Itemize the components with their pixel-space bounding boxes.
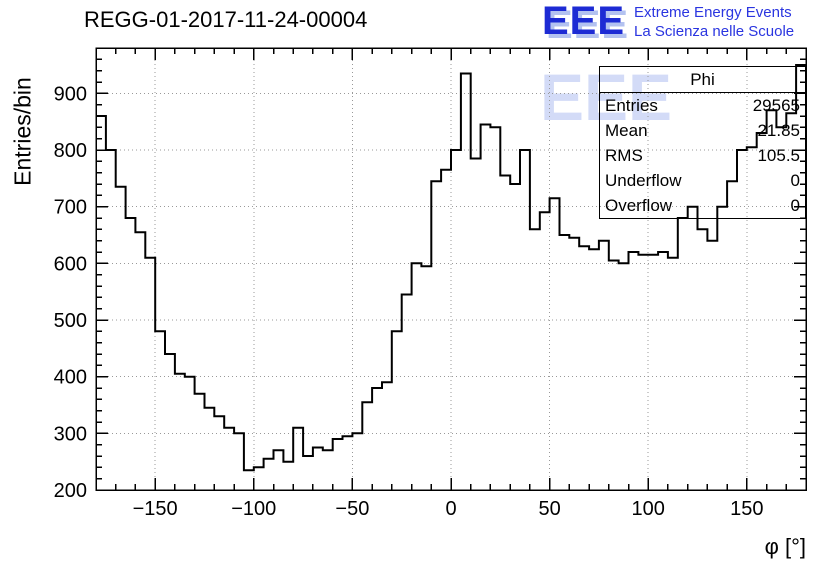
svg-text:−100: −100 <box>231 498 276 520</box>
stat-value: 0 <box>790 171 800 190</box>
stat-label: Entries <box>605 96 658 115</box>
logo-line-1: Extreme Energy Events <box>634 4 792 21</box>
stat-value: 21.85 <box>757 121 800 140</box>
eee-watermark: EEE <box>540 60 673 134</box>
svg-text:50: 50 <box>538 498 560 520</box>
stat-label: Mean <box>605 121 648 140</box>
stats-row-underflow: Underflow 0 <box>600 168 805 193</box>
svg-text:100: 100 <box>632 498 665 520</box>
stats-row-rms: RMS 105.5 <box>600 143 805 168</box>
stat-value: 105.5 <box>757 146 800 165</box>
x-axis-title: φ [°] <box>764 534 806 559</box>
svg-text:150: 150 <box>730 498 763 520</box>
svg-text:0: 0 <box>445 498 456 520</box>
svg-text:200: 200 <box>54 480 87 502</box>
stats-row-overflow: Overflow 0 <box>600 193 805 218</box>
svg-text:400: 400 <box>54 367 87 389</box>
stats-box: Phi Entries 29565 Mean 21.85 RMS 105.5 U… <box>599 66 806 219</box>
logo-line-2: La Scienza nelle Scuole <box>634 22 795 40</box>
svg-text:−50: −50 <box>335 498 369 520</box>
stat-value: 29565 <box>752 96 800 115</box>
stat-label: Overflow <box>605 196 673 215</box>
svg-text:−150: −150 <box>133 498 178 520</box>
stat-label: RMS <box>605 146 643 165</box>
svg-text:600: 600 <box>54 253 87 275</box>
stats-title: Phi <box>600 67 805 93</box>
y-axis-title: Entries/bin <box>9 77 36 186</box>
stat-label: Underflow <box>605 171 682 190</box>
eee-logo: EEE Extreme Energy Events La Scienza nel… <box>542 0 794 43</box>
svg-text:700: 700 <box>54 197 87 219</box>
eee-logo-icon: EEE <box>542 0 626 43</box>
stat-value: 0 <box>790 196 800 215</box>
svg-text:500: 500 <box>54 310 87 332</box>
stats-row-mean: Mean 21.85 <box>600 118 805 143</box>
plot-title: REGG-01-2017-11-24-00004 <box>84 7 368 32</box>
stats-row-entries: Entries 29565 <box>600 93 805 118</box>
eee-logo-caption: Extreme Energy Events La Scienza nelle S… <box>634 4 794 42</box>
svg-text:300: 300 <box>54 423 87 445</box>
svg-text:900: 900 <box>54 83 87 105</box>
svg-text:800: 800 <box>54 140 87 162</box>
